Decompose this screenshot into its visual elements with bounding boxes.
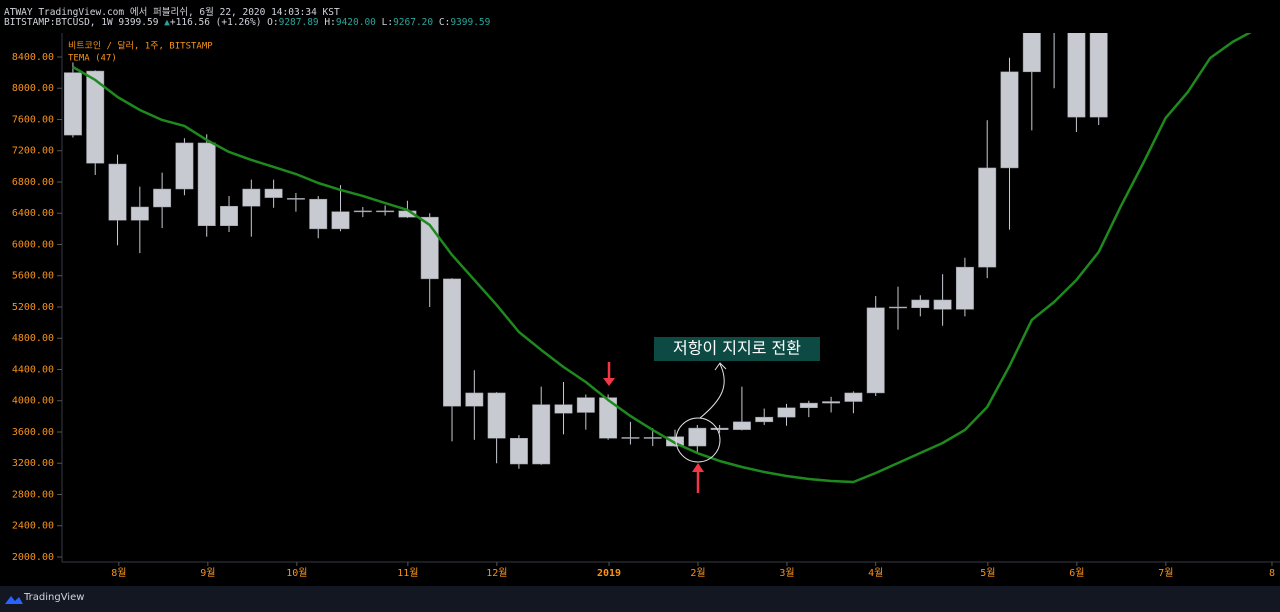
- candle-body: [822, 401, 841, 404]
- candle-body: [487, 392, 506, 439]
- o: O:: [267, 17, 279, 28]
- candle-body: [153, 188, 172, 208]
- y-tick-label: 2400.00: [12, 521, 54, 532]
- y-tick-label: 5200.00: [12, 302, 54, 313]
- y-tick-label: 5600.00: [12, 271, 54, 282]
- change-arrow: ▲: [164, 17, 170, 28]
- x-tick-label: 2019: [597, 568, 621, 579]
- annotation: 저항이 지지로 전환: [673, 339, 801, 358]
- legend-title: 비트코인 / 달러, 1주, BITSTAMP: [68, 40, 213, 52]
- candle-body: [331, 211, 350, 230]
- x-tick-label: 4월: [868, 567, 883, 579]
- candle-body: [576, 397, 595, 413]
- x-tick-label: 9월: [200, 567, 215, 579]
- candle-body: [666, 436, 684, 447]
- candle-body: [1045, 28, 1062, 30]
- candle-body: [63, 72, 82, 136]
- c-value: 9399.59: [450, 17, 491, 28]
- candle-body: [799, 402, 818, 409]
- y-tick-label: 3200.00: [12, 458, 54, 469]
- candle-body: [688, 427, 707, 447]
- symbol: BITSTAMP:BTCUSD, 1W 9399.59: [4, 17, 159, 28]
- candle-body: [844, 392, 863, 402]
- y-tick-label: 6400.00: [12, 208, 54, 219]
- logo: [5, 596, 23, 604]
- y-tick-label: 2000.00: [12, 552, 54, 563]
- candle-body: [130, 206, 149, 221]
- candle-body: [264, 188, 283, 198]
- h: H:: [324, 17, 336, 28]
- plot: [63, 28, 1252, 484]
- candle-body: [1089, 33, 1108, 118]
- candle-body: [978, 167, 997, 268]
- y-tick-label: 3600.00: [12, 427, 54, 438]
- candle-body: [353, 210, 372, 213]
- x-tick-label: 10월: [286, 567, 307, 579]
- candle-body: [866, 307, 885, 394]
- x-tick-label: 11월: [397, 567, 418, 579]
- x-tick-label: 3월: [779, 567, 794, 579]
- candle-body: [911, 299, 930, 309]
- y-tick-label: 6000.00: [12, 239, 54, 250]
- x-tick-label: 12월: [486, 567, 507, 579]
- candle-body: [621, 437, 640, 439]
- candle-body: [599, 397, 618, 439]
- candle-body: [242, 188, 261, 207]
- y-tick-label: 2800.00: [12, 489, 54, 500]
- x-tick-label: 6월: [1069, 567, 1084, 579]
- h-value: 9420.00: [335, 17, 376, 28]
- x-tick-label: 8월: [111, 567, 126, 579]
- footer: TradingView: [0, 586, 1280, 612]
- o-value: 9287.89: [278, 17, 319, 28]
- candle-body: [1022, 33, 1041, 73]
- header-quote: BITSTAMP:BTCUSD, 1W 9399.59 ▲+116.56 (+1…: [4, 17, 490, 28]
- chart: 비트코인 / 달러, 1주, BITSTAMP TEMA (47) 저항이 지지…: [12, 28, 1280, 579]
- y-tick-label: 4800.00: [12, 333, 54, 344]
- brand: TradingView: [24, 592, 85, 603]
- candle-body: [889, 306, 907, 309]
- candle-body: [755, 416, 774, 423]
- candle-body: [732, 421, 751, 430]
- candle-body: [1000, 71, 1019, 169]
- candle-body: [554, 404, 573, 414]
- candle-body: [465, 392, 484, 407]
- legend-tema: TEMA (47): [68, 54, 117, 64]
- x-tick-label: 2월: [690, 567, 705, 579]
- y-tick-label: 8000.00: [12, 83, 54, 94]
- candle-body: [220, 205, 238, 226]
- candle-body: [532, 404, 551, 465]
- y-tick-label: 4400.00: [12, 364, 54, 375]
- c: C:: [438, 17, 451, 28]
- header-line: ATWAY TradingView.com 에서 퍼블리쉬, 6월 22, 20…: [4, 7, 340, 18]
- x-tick-label: 7월: [1158, 567, 1173, 579]
- candle-body: [710, 427, 729, 430]
- y-tick-label: 7600.00: [12, 114, 54, 125]
- y-tick-label: 8400.00: [12, 52, 54, 63]
- candle-body: [955, 266, 974, 310]
- candle-body: [175, 142, 194, 190]
- candle-body: [309, 198, 328, 230]
- candle-body: [286, 198, 305, 200]
- y-tick-label: 6800.00: [12, 177, 54, 188]
- candle-body: [1067, 33, 1086, 118]
- candle-body: [443, 278, 461, 407]
- candle-body: [197, 142, 216, 226]
- x-tick-label: 8: [1269, 568, 1275, 579]
- l: L:: [381, 17, 394, 28]
- l-value: 9267.20: [393, 17, 434, 28]
- markers: [603, 337, 820, 493]
- y-tick-label: 4000.00: [12, 396, 54, 407]
- line: [72, 33, 1252, 484]
- y-tick-label: 7200.00: [12, 146, 54, 157]
- candle-body: [108, 163, 127, 221]
- candle-body: [376, 210, 395, 213]
- candle-body: [777, 407, 796, 418]
- change: +116.56 (+1.26%): [169, 17, 262, 28]
- candle-body: [86, 70, 105, 164]
- candle-body: [509, 437, 528, 465]
- x-tick-label: 5월: [980, 567, 995, 579]
- candle-body: [643, 437, 662, 439]
- candle-body: [933, 299, 952, 310]
